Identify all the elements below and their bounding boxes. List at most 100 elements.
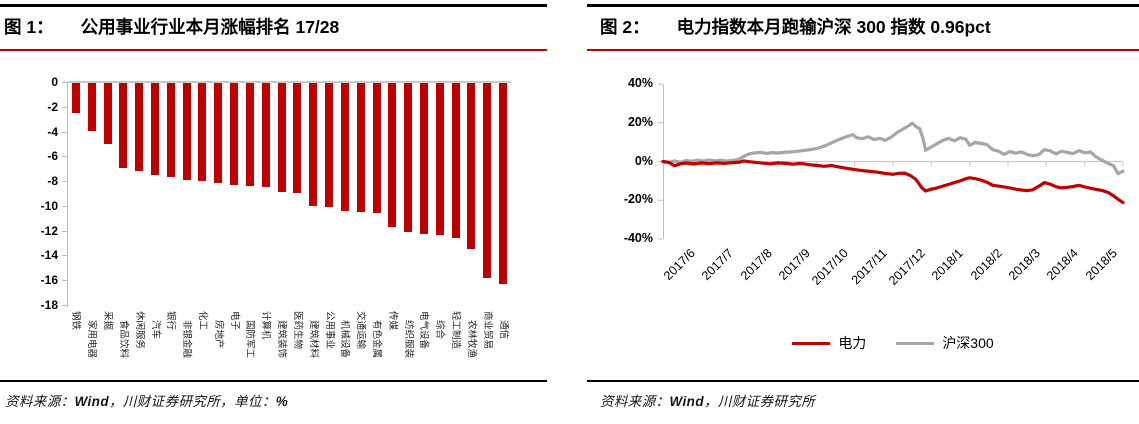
bar	[71, 83, 80, 113]
line-x-tick-label: 2017/10	[809, 246, 852, 288]
bar-x-label: 轻工制造	[450, 311, 462, 350]
bar-x-label: 休闲服务	[133, 311, 145, 350]
bar-x-label: 有色金属	[371, 320, 383, 359]
bar-x-label: 医药生物	[291, 311, 303, 350]
line-x-tick-label: 2018/2	[967, 246, 1005, 283]
line-x-tick-label: 2018/3	[1006, 246, 1043, 283]
figure1-source: 资料来源：Wind，川财证券研究所，单位：%	[5, 390, 288, 410]
bar	[261, 83, 270, 187]
bar-y-tick	[62, 82, 67, 83]
line-y-tick-label: 0%	[634, 153, 653, 168]
line-x-tick-label: 2018/1	[929, 246, 967, 283]
bar-x-label: 汽车	[149, 320, 161, 340]
bar-y-tick-label: -10	[40, 198, 58, 213]
figure2-top-rule	[587, 4, 1139, 7]
line-x-tick-label: 2017/8	[737, 246, 775, 283]
figure2-title: 电力指数本月跑输沪深 300 指数 0.96pct	[676, 17, 991, 37]
bar	[451, 83, 460, 238]
figure2-title-underline	[587, 49, 1139, 51]
bar	[214, 83, 223, 183]
bar-x-label: 纺织服装	[402, 320, 414, 359]
bar-y-tick	[62, 305, 67, 306]
bar-x-label: 银行	[165, 311, 177, 331]
bar-y-tick	[62, 255, 67, 257]
figure1-panel: 图 1： 公用事业行业本月涨幅排名 17/28 0 -2 -4 -6 -8 -10 -12 -…	[0, 0, 547, 424]
source-middle: ，川财证券研究所	[703, 394, 816, 409]
bar-x-label: 国防军工	[244, 320, 256, 359]
bar-y-tick	[62, 280, 67, 282]
bar-x-label: 农林牧渔	[465, 320, 477, 359]
bar-x-label: 建筑装饰	[276, 320, 288, 359]
figure2-bottom-rule	[587, 380, 1139, 382]
legend-label-csi300: 沪深300	[942, 335, 994, 351]
bar	[103, 83, 112, 144]
figure1-label: 图 1：	[4, 17, 54, 37]
source-middle: ，川财证券研究所，	[108, 394, 235, 409]
bar-x-label: 钢铁	[70, 311, 82, 331]
source-unit-value: %	[275, 394, 289, 409]
bar-x-label: 建筑材料	[307, 320, 319, 359]
figure1-title-underline	[0, 49, 547, 51]
bar	[277, 83, 286, 192]
bar-chart: 0 -2 -4 -6 -8 -10 -12 -14 -16 -18 钢铁 家用电器 采掘 食品饮料 休闲服务…	[0, 54, 547, 380]
bar	[166, 83, 175, 177]
figure2-panel: 图 2： 电力指数本月跑输沪深 300 指数 0.96pct 电力 沪深300 …	[587, 0, 1139, 424]
bar-x-label: 计算机	[260, 311, 272, 340]
csi300-line-swatch	[896, 341, 935, 345]
bar-x-label: 化工	[196, 311, 208, 331]
figure2-label: 图 2：	[600, 17, 650, 37]
legend-label-power: 电力	[838, 335, 867, 351]
line-y-tick-label: 20%	[627, 114, 653, 129]
bar	[372, 83, 381, 213]
bar-x-label: 公用事业	[323, 311, 335, 350]
bar	[325, 83, 334, 207]
bar	[435, 83, 444, 235]
bar	[499, 83, 508, 284]
figure1-title: 公用事业行业本月涨幅排名 17/28	[80, 17, 340, 37]
bar-y-tick	[62, 181, 67, 183]
bar	[340, 83, 349, 211]
bar	[404, 83, 413, 232]
bar	[293, 83, 302, 193]
line-y-tick-label: -20%	[623, 192, 653, 207]
source-vendor: Wind	[74, 394, 109, 409]
bar-y-tick-label: -2	[47, 99, 58, 114]
power-line-swatch	[792, 341, 831, 345]
line-x-tick-label: 2018/5	[1082, 246, 1120, 283]
bar-x-label: 通信	[497, 320, 509, 340]
bar	[483, 83, 492, 278]
source-prefix: 资料来源：	[5, 394, 75, 409]
bar-x-label: 商业贸易	[481, 311, 493, 350]
series-line-沪深300	[661, 121, 1125, 176]
bar	[230, 83, 239, 185]
bar-y-tick	[62, 156, 67, 158]
source-unit-label: 单位：	[234, 394, 276, 409]
chart-legend: 电力 沪深300	[663, 333, 1123, 353]
legend-item-csi300: 沪深300	[896, 333, 994, 353]
bar	[388, 83, 397, 227]
figure2-source: 资料来源：Wind，川财证券研究所	[600, 390, 815, 410]
source-vendor: Wind	[669, 394, 704, 409]
bar	[245, 83, 254, 186]
line-x-tick-label: 2017/7	[699, 246, 737, 283]
line-y-tick-label: -40%	[623, 231, 653, 245]
line-x-tick-label: 2017/6	[661, 246, 698, 283]
line-x-tick-label: 2018/4	[1044, 246, 1082, 283]
bar	[182, 83, 191, 180]
bar-x-label: 机械设备	[339, 320, 351, 359]
bar-y-tick-label: -4	[47, 124, 58, 139]
bar-x-label: 采掘	[102, 311, 114, 331]
bar-x-label: 电气设备	[418, 311, 430, 350]
bar-y-tick	[62, 205, 67, 207]
bar-y-tick-label: -18	[40, 298, 58, 312]
line-y-tick-label: 40%	[627, 76, 653, 90]
bar	[87, 83, 96, 131]
figure1-bottom-rule	[0, 380, 547, 382]
figure1-title-row: 图 1： 公用事业行业本月涨幅排名 17/28	[4, 14, 339, 39]
bar-y-tick-label: -8	[47, 174, 58, 189]
source-prefix: 资料来源：	[600, 394, 670, 409]
figure1-top-rule	[0, 4, 547, 7]
bar-y-tick-label: -16	[40, 273, 58, 288]
line-plot	[658, 83, 1125, 240]
series-line-电力	[661, 159, 1125, 205]
